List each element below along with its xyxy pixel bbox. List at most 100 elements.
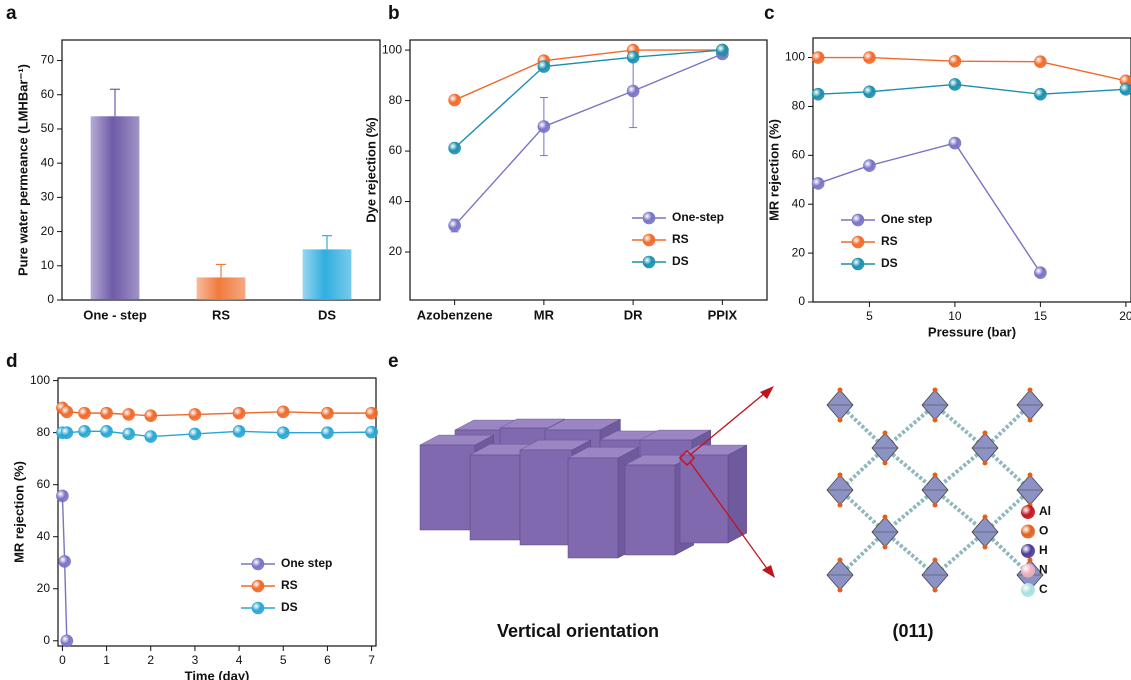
- y-tick-label: 60: [37, 477, 51, 491]
- y-tick-label: 40: [792, 196, 806, 210]
- legend-ball: [1021, 524, 1035, 539]
- block-front: [519, 449, 573, 546]
- marker: [232, 425, 246, 438]
- marker: [448, 219, 461, 232]
- linker: [838, 446, 887, 492]
- x-tick-label: RS: [212, 307, 230, 322]
- x-tick-label: 4: [236, 653, 243, 667]
- marker: [863, 159, 876, 172]
- marker: [811, 87, 825, 101]
- legend-label: H: [1039, 543, 1048, 557]
- x-tick-label: 15: [1034, 309, 1048, 323]
- atom: [982, 514, 988, 520]
- atom: [882, 430, 888, 436]
- linker: [983, 403, 1032, 450]
- y-tick-label: 0: [798, 294, 805, 308]
- marker: [1034, 55, 1047, 69]
- linker: [983, 488, 1032, 534]
- marker: [144, 409, 158, 423]
- legend-label: RS: [281, 578, 298, 592]
- marker: [78, 425, 91, 438]
- atom: [837, 472, 843, 478]
- lattice: [826, 387, 1044, 593]
- x-tick-label: 3: [192, 653, 199, 667]
- y-tick-label: 20: [389, 244, 403, 258]
- legend-label: C: [1039, 582, 1048, 596]
- marker: [863, 51, 876, 64]
- marker: [1119, 83, 1131, 96]
- legend-label: One step: [281, 556, 332, 570]
- x-tick-label: DS: [318, 307, 336, 322]
- y-tick-label: 20: [792, 245, 806, 259]
- x-axis-title: Time (day): [185, 668, 250, 680]
- atom: [1027, 387, 1033, 393]
- y-axis-title: Dye rejection (%): [363, 117, 378, 222]
- block-front: [679, 454, 729, 544]
- y-tick-label: 80: [389, 93, 403, 107]
- marker: [1034, 266, 1047, 279]
- legend-marker: [642, 211, 656, 225]
- marker: [58, 555, 71, 568]
- marker: [78, 406, 91, 420]
- linker: [883, 403, 937, 450]
- atom: [882, 544, 888, 550]
- marker: [122, 408, 135, 421]
- atom: [882, 514, 888, 520]
- y-tick-label: 40: [37, 529, 51, 543]
- legend-label: DS: [672, 254, 689, 268]
- legend-label: N: [1039, 563, 1048, 577]
- atom: [932, 502, 938, 508]
- x-tick-label: 0: [59, 653, 66, 667]
- linker: [883, 446, 937, 492]
- series-line: [454, 49, 723, 101]
- marker: [60, 634, 74, 648]
- legend-marker: [642, 233, 656, 247]
- marker: [811, 177, 825, 190]
- legend-label: O: [1039, 524, 1048, 538]
- arrow-head: [760, 386, 774, 399]
- x-tick-label: 10: [948, 309, 962, 323]
- linker: [933, 530, 987, 577]
- atom: [837, 387, 843, 393]
- bar: [90, 116, 140, 300]
- marker: [365, 425, 378, 439]
- panel-label: e: [388, 351, 399, 372]
- legend-ball: [1021, 563, 1035, 578]
- caption: Vertical orientation: [497, 621, 659, 641]
- x-tick-label: 6: [324, 653, 331, 667]
- marker: [276, 426, 290, 439]
- plot-frame: [409, 39, 768, 301]
- linker: [838, 403, 887, 450]
- legend-ball: [1021, 505, 1035, 519]
- series-line: [454, 49, 723, 149]
- x-tick-label: 5: [866, 309, 873, 323]
- y-tick-label: 30: [41, 190, 55, 204]
- block-front: [419, 444, 476, 531]
- y-axis-title: MR rejection (%): [766, 119, 781, 221]
- y-tick-label: 0: [43, 633, 50, 647]
- atom: [932, 557, 938, 563]
- panel-label: d: [6, 351, 18, 372]
- legend-label: RS: [672, 232, 689, 246]
- atom: [1027, 557, 1033, 563]
- marker: [122, 427, 135, 441]
- linker: [838, 530, 887, 577]
- x-tick-label: 1: [103, 653, 110, 667]
- x-tick-label: 2: [147, 653, 154, 667]
- series-line: [817, 142, 1041, 274]
- y-axis-title: MR rejection (%): [11, 461, 26, 563]
- legend-marker: [851, 235, 865, 249]
- marker: [100, 406, 113, 420]
- legend-label: One-step: [672, 210, 724, 224]
- atom: [982, 544, 988, 550]
- legend-label: One step: [881, 212, 932, 226]
- atom: [932, 587, 938, 593]
- x-tick-label: 7: [368, 653, 375, 667]
- arrow-head: [762, 565, 775, 578]
- marker: [716, 43, 729, 57]
- marker: [232, 406, 246, 420]
- legend-marker: [251, 579, 265, 593]
- marker: [537, 120, 551, 133]
